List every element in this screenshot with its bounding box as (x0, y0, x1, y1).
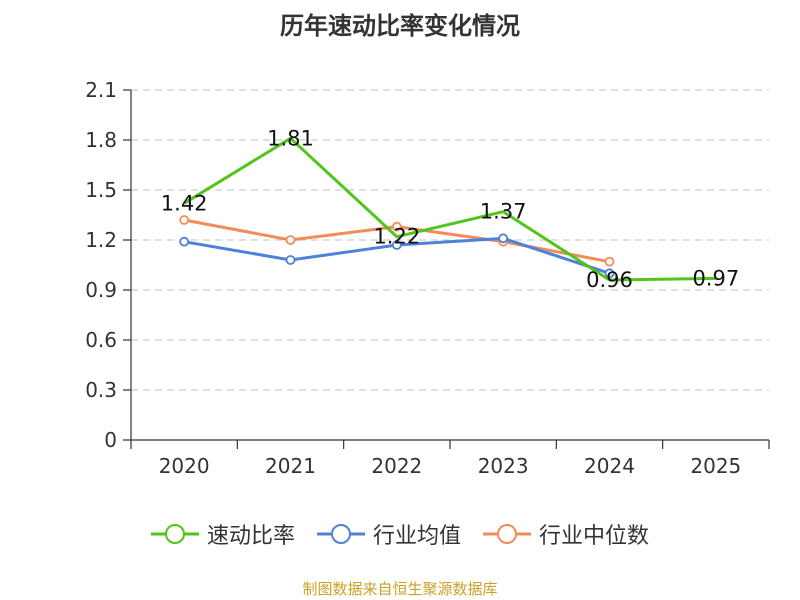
x-tick-label: 2024 (584, 454, 635, 478)
legend-marker-icon (150, 524, 199, 544)
series-lines (179, 136, 716, 282)
y-tick-label: 1.8 (85, 128, 117, 152)
chart-title: 历年速动比率变化情况 (280, 12, 520, 40)
legend-item-speed-ratio[interactable]: 速动比率 (150, 518, 295, 550)
y-tick-label: 0.9 (85, 278, 117, 302)
legend-item-industry-median[interactable]: 行业中位数 (483, 518, 649, 550)
data-labels: 1.42 1.81 1.22 1.37 0.96 0.97 (161, 126, 739, 292)
legend-item-industry-mean[interactable]: 行业均值 (316, 518, 461, 550)
data-point (179, 236, 190, 247)
data-point (179, 215, 190, 225)
source-note: 制图数据来自恒生聚源数据库 (302, 580, 498, 598)
data-point (285, 235, 296, 245)
legend-label: 行业均值 (372, 524, 461, 549)
legend-marker-icon (316, 524, 365, 544)
y-tick-label: 0.3 (85, 378, 117, 402)
data-point (604, 256, 615, 267)
grid-lines (131, 89, 769, 391)
y-tick-label: 0.6 (85, 328, 117, 352)
data-point (285, 255, 296, 265)
data-label: 1.22 (373, 225, 420, 249)
x-tick-label: 2020 (159, 454, 210, 478)
legend-label: 行业中位数 (539, 524, 650, 549)
data-label: 0.96 (586, 268, 633, 292)
x-tick-label: 2023 (478, 454, 529, 478)
x-tick-label: 2021 (265, 454, 316, 478)
data-label: 1.81 (267, 126, 314, 150)
legend: 速动比率 行业均值 行业中位数 (0, 518, 800, 550)
data-point (391, 221, 402, 232)
legend-marker-icon (483, 524, 531, 544)
data-label: 1.42 (161, 191, 208, 215)
axes: 0 0.3 0.6 0.9 1.2 1.5 1.8 2.1 2020 2021 2022 2023 20… (85, 78, 770, 478)
data-label: 1.37 (480, 200, 527, 224)
data-label: 0.97 (692, 266, 739, 290)
y-tick-label: 1.2 (85, 228, 117, 252)
data-point (391, 240, 402, 250)
y-tick-label: 2.1 (85, 78, 117, 102)
series-line (183, 136, 716, 282)
y-tick-label: 0 (104, 428, 117, 452)
x-tick-label: 2025 (690, 454, 741, 478)
y-tick-label: 1.5 (85, 178, 117, 202)
x-tick-label: 2022 (371, 454, 422, 478)
data-point (498, 233, 509, 244)
legend-label: 速动比率 (206, 524, 295, 549)
data-point (604, 268, 615, 279)
